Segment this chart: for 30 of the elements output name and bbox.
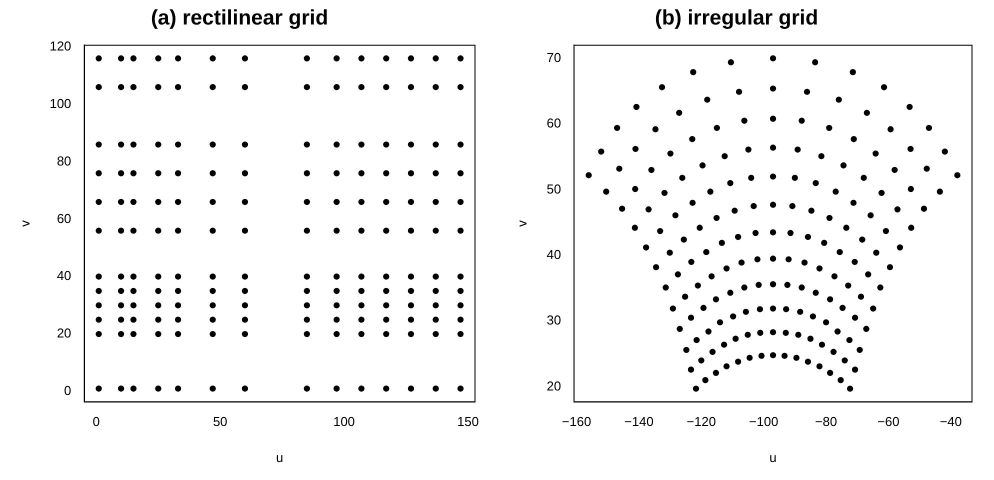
x-tick-label: −140	[624, 414, 654, 430]
y-tick-label: 100	[50, 96, 72, 111]
x-tick-label: −120	[686, 414, 716, 430]
x-tick-label: −160	[562, 414, 592, 430]
y-tick-label: 60	[546, 116, 562, 131]
x-tick-label: 0	[92, 414, 100, 430]
x-tick-label: 100	[333, 414, 355, 430]
y-tick-label: 20	[56, 326, 72, 341]
x-axis-title: u	[276, 450, 284, 465]
y-tick-label: 40	[56, 268, 72, 284]
y-tick-label: 80	[56, 153, 72, 168]
y-tick-label: 60	[56, 210, 72, 226]
y-axis-title: v	[17, 220, 32, 227]
x-tick-label: −40	[940, 414, 962, 430]
y-tick-label: 0	[64, 383, 72, 398]
y-tick-label: 20	[546, 378, 562, 394]
y-tick-label: 50	[546, 181, 562, 196]
chart-title: (b) irregular grid	[654, 6, 818, 30]
y-tick-label: 40	[546, 246, 562, 262]
x-tick-label: −80	[815, 414, 838, 430]
y-tick-label: 70	[546, 50, 562, 65]
y-axis-title: v	[514, 220, 530, 227]
y-tick-label: 30	[546, 312, 562, 328]
y-tick-label: 120	[50, 38, 72, 54]
x-tick-label: 150	[457, 414, 479, 430]
x-tick-label: 50	[212, 414, 228, 430]
x-tick-label: −60	[877, 414, 900, 430]
x-tick-label: −100	[749, 414, 778, 430]
x-axis-title: u	[769, 450, 777, 465]
chart-title: (a) rectilinear grid	[150, 6, 328, 30]
